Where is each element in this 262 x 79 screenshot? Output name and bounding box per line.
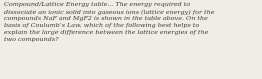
Text: Compound/Lattice Energy table... The energy required to
dissociate an ionic soli: Compound/Lattice Energy table... The ene…: [4, 2, 214, 42]
